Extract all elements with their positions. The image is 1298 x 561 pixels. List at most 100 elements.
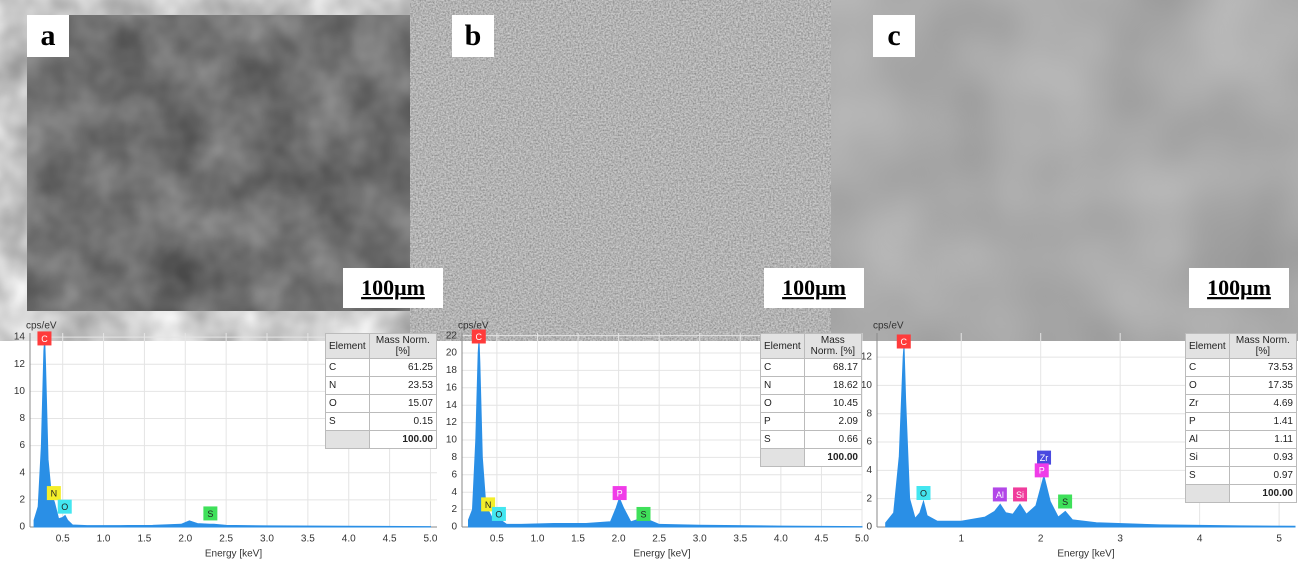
y-axis-label: cps/eV [26,321,57,332]
table-row: C 61.25 [325,358,438,377]
y-tick-label: 10 [14,386,26,397]
table-cell: 18.62 [803,376,863,395]
x-tick-label: 0.5 [490,534,504,545]
peak-label-box [896,334,911,349]
y-tick-label: 8 [866,408,872,419]
peak-label-box [57,499,72,514]
x-tick-label: 3.0 [693,534,707,545]
x-tick-label: 0.5 [56,534,70,545]
panel-label: a [41,19,56,52]
peak-label: C [901,337,908,347]
header-cell: Element [1185,333,1230,359]
peak-label-box [1058,494,1073,509]
peak-label-box [916,486,931,501]
header-cell: Mass Norm. [%] [1228,333,1298,359]
peak-label: N [51,488,58,498]
table-row: S 0.66 [760,430,863,449]
table-row: Al 1.11 [1185,430,1298,449]
table-cell: S [760,430,805,449]
peak-label-box [992,487,1007,502]
peak-label-box [203,506,218,521]
y-tick-label: 10 [861,380,873,391]
x-axis-label: Energy [keV] [633,549,690,560]
y-tick-label: 4 [451,487,457,498]
scale-bar-label: 100μm [361,275,425,300]
y-tick-label: 12 [14,359,26,370]
spectrum [885,345,1296,528]
sem-image [452,15,868,311]
x-axis-label: Energy [keV] [1057,549,1114,560]
y-tick-label: 14 [446,400,458,411]
peak-label-box [491,506,506,521]
table-row: S 0.15 [325,412,438,431]
y-tick-label: 16 [446,382,458,393]
peak-label-box [1034,463,1049,478]
y-tick-label: 12 [446,417,458,428]
table-cell: N [760,376,805,395]
table-cell: 1.11 [1228,430,1298,449]
y-tick-label: 6 [451,469,457,480]
y-tick-label: 2 [19,495,25,506]
table-row: Si 0.93 [1185,448,1298,467]
y-tick-label: 12 [861,352,873,363]
peak-label-box [1013,487,1028,502]
table-cell: 73.53 [1228,358,1298,377]
y-tick-label: 14 [14,332,26,343]
table-cell: 23.53 [368,376,438,395]
y-tick-label: 18 [446,365,458,376]
table-row: N 18.62 [760,376,863,395]
peak-label: P [617,488,623,498]
table-cell: 68.17 [803,358,863,377]
peak-label: Si [1016,490,1024,500]
x-tick-label: 3.5 [733,534,747,545]
x-tick-label: 5.0 [855,534,869,545]
empty-cell [325,430,370,449]
scale-bar-label: 100μm [782,275,846,300]
x-tick-label: 1.5 [571,534,585,545]
empty-cell [1185,484,1230,503]
table-row: O 10.45 [760,394,863,413]
table-row: C 68.17 [760,358,863,377]
panel-label-box [452,15,494,57]
x-tick-label: 4.0 [774,534,788,545]
table-cell: 10.45 [803,394,863,413]
peak-label: S [207,509,213,519]
table-cell: 17.35 [1228,376,1298,395]
table-cell: 2.09 [803,412,863,431]
total-cell: 100.00 [368,430,438,449]
y-tick-label: 0 [451,522,457,533]
header-cell: Mass Norm. [%] [803,333,863,359]
table-cell: Zr [1185,394,1230,413]
y-tick-label: 2 [451,504,457,515]
y-tick-label: 8 [451,452,457,463]
table-cell: N [325,376,370,395]
y-tick-label: 10 [446,435,458,446]
y-tick-label: 4 [19,467,25,478]
peak-label-box [1037,450,1052,465]
x-tick-label: 4.5 [814,534,828,545]
total-cell: 100.00 [803,448,863,467]
empty-cell [760,448,805,467]
table-cell: 1.41 [1228,412,1298,431]
table-row: C 73.53 [1185,358,1298,377]
table-row: O 17.35 [1185,376,1298,395]
header-cell: Element [325,333,370,359]
composition-table: Element Mass Norm. [%] C 68.17 N 18.62 O 10.45 P… [760,333,863,467]
peak-label-box [37,331,52,346]
y-axis-label: cps/eV [458,321,489,332]
peak-label: S [1062,497,1068,507]
x-tick-label: 1.5 [137,534,151,545]
y-tick-label: 22 [446,330,458,341]
panel-label-box [27,15,69,57]
table-cell: 0.97 [1228,466,1298,485]
peak-label: O [495,509,502,519]
x-tick-label: 1.0 [97,534,111,545]
table-cell: C [1185,358,1230,377]
table-total: 100.00 [1185,484,1298,503]
peak-label: O [920,488,927,498]
x-tick-label: 5 [1276,534,1282,545]
table-row: N 23.53 [325,376,438,395]
table-cell: 4.69 [1228,394,1298,413]
peak-label-box [481,497,496,512]
